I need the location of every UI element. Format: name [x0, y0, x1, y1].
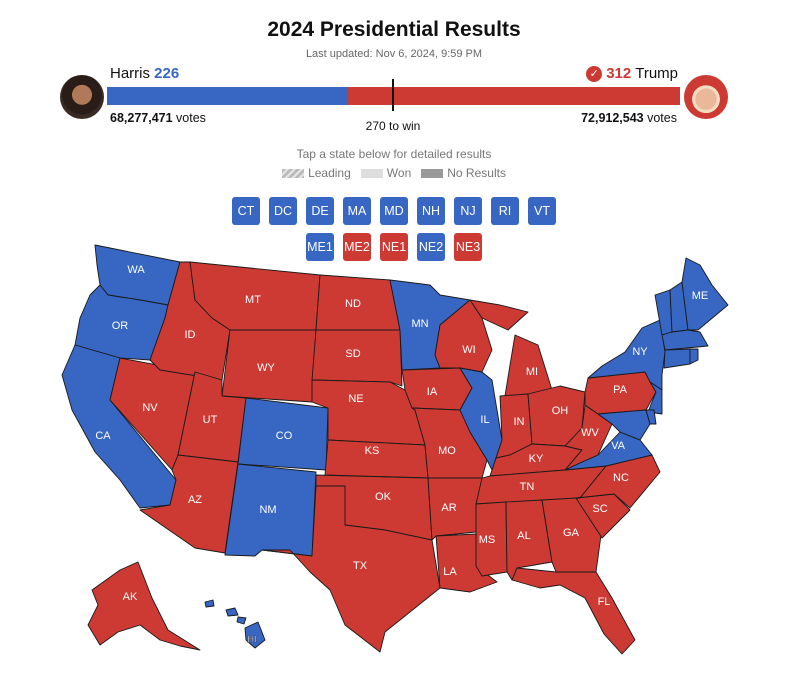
state-ri[interactable]	[689, 348, 699, 365]
state-ar[interactable]: AR	[427, 477, 483, 541]
state-sd[interactable]: SD	[311, 329, 403, 387]
state-shape-wy[interactable]	[221, 329, 317, 403]
instructions: Tap a state below for detailed results	[296, 147, 492, 161]
270-marker	[392, 79, 394, 111]
trump-name: Trump	[635, 65, 678, 82]
state-shape-tx[interactable]	[261, 485, 441, 653]
state-shape-wv[interactable]	[564, 404, 613, 471]
state-shape-hi[interactable]	[244, 621, 266, 649]
state-shape-ct[interactable]	[663, 348, 691, 369]
legend-no-results: No Results	[421, 166, 506, 180]
state-nd[interactable]: ND	[315, 274, 401, 331]
state-shape-nd[interactable]	[315, 274, 401, 331]
state-button-ne3[interactable]: NE3	[454, 233, 482, 261]
trump-header: ✓ 312 Trump	[586, 65, 678, 82]
state-nm[interactable]: NM	[224, 463, 317, 557]
legend-leading: Leading	[282, 166, 351, 180]
state-ma[interactable]	[661, 329, 709, 351]
state-button-vt[interactable]: VT	[528, 197, 556, 225]
state-co[interactable]: CO	[237, 397, 329, 471]
state-shape-nj[interactable]	[647, 381, 663, 415]
harris-avatar	[60, 75, 104, 119]
state-nj[interactable]	[647, 381, 663, 415]
harris-name: Harris	[110, 65, 150, 82]
to-win-label: 270 to win	[365, 119, 421, 133]
state-button-dc[interactable]: DC	[269, 197, 297, 225]
state-fl[interactable]: FL	[511, 567, 636, 655]
state-button-ma[interactable]: MA	[343, 197, 371, 225]
state-shape-hi[interactable]	[225, 607, 239, 617]
state-pa[interactable]: PA	[584, 371, 657, 415]
state-shape-sd[interactable]	[311, 329, 403, 387]
page-title: 2024 Presidential Results	[267, 18, 521, 41]
state-button-de[interactable]: DE	[306, 197, 334, 225]
state-ct[interactable]	[663, 348, 691, 369]
harris-electoral-votes: 226	[154, 65, 180, 82]
state-ks[interactable]: KS	[324, 439, 429, 479]
check-circle-icon: ✓	[586, 65, 603, 82]
state-shape-ia[interactable]	[401, 367, 473, 411]
state-shape-co[interactable]	[237, 397, 329, 471]
trump-avatar	[684, 75, 728, 119]
state-ms[interactable]: MS	[475, 501, 508, 577]
state-shape-ri[interactable]	[689, 348, 699, 365]
harris-popular-votes: 68,277,471 votes	[110, 111, 206, 125]
state-button-ne2[interactable]: NE2	[417, 233, 445, 261]
state-button-ne1[interactable]: NE1	[380, 233, 408, 261]
state-ak[interactable]: AK	[87, 561, 201, 651]
state-button-me2[interactable]: ME2	[343, 233, 371, 261]
state-shape-pa[interactable]	[584, 371, 657, 415]
state-shape-ak[interactable]	[87, 561, 201, 651]
state-hi[interactable]: HI	[204, 599, 266, 649]
state-shape-de[interactable]	[645, 409, 657, 425]
small-state-buttons: CT DC DE MA MD NH NJ RI VT	[0, 197, 788, 225]
state-button-nj[interactable]: NJ	[454, 197, 482, 225]
trump-popular-votes: 72,912,543 votes	[581, 111, 677, 125]
state-ia[interactable]: IA	[401, 367, 473, 411]
state-shape-ms[interactable]	[475, 501, 508, 577]
state-shape-ks[interactable]	[324, 439, 429, 479]
state-me[interactable]: ME	[681, 257, 729, 331]
state-shape-mi[interactable]	[504, 334, 553, 397]
last-updated: Last updated: Nov 6, 2024, 9:59 PM	[305, 48, 483, 60]
electoral-vote-bar	[107, 87, 680, 105]
legend-won: Won	[360, 166, 411, 180]
state-button-ct[interactable]: CT	[232, 197, 260, 225]
state-button-me1[interactable]: ME1	[306, 233, 334, 261]
state-shape-mi[interactable]	[469, 299, 529, 331]
state-de[interactable]	[645, 409, 657, 425]
state-button-ri[interactable]: RI	[491, 197, 519, 225]
state-shape-nm[interactable]	[224, 463, 317, 557]
trump-electoral-votes: 312	[606, 65, 632, 82]
state-shape-me[interactable]	[681, 257, 729, 331]
legend: Leading Won No Results	[0, 166, 788, 180]
harris-bar-fill	[107, 87, 348, 105]
state-shape-hi[interactable]	[204, 599, 215, 608]
state-button-nh[interactable]: NH	[417, 197, 445, 225]
harris-header: Harris 226	[110, 65, 179, 82]
district-buttons: ME1 ME2 NE1 NE2 NE3	[0, 233, 788, 261]
state-shape-hi[interactable]	[236, 616, 247, 625]
state-shape-ma[interactable]	[661, 329, 709, 351]
state-shape-ar[interactable]	[427, 477, 483, 541]
state-shape-fl[interactable]	[511, 567, 636, 655]
state-button-md[interactable]: MD	[380, 197, 408, 225]
state-wy[interactable]: WY	[221, 329, 317, 403]
state-shape-il[interactable]	[459, 367, 503, 471]
